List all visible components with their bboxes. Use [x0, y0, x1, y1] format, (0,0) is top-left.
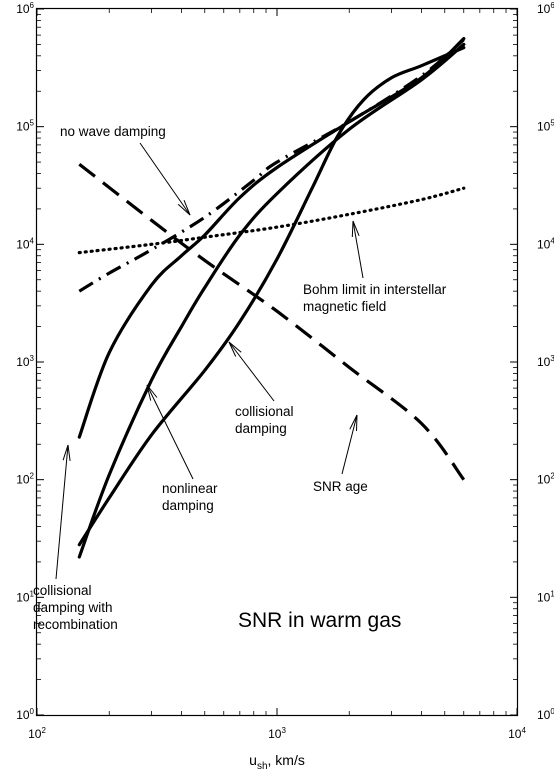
- y-tick-label-right: 103: [537, 354, 554, 369]
- arrowhead-nonlinear-damping: [146, 384, 158, 401]
- annotation-collisional-damping-with-recombination: collisional: [33, 583, 92, 598]
- arrowhead-collisional-damping-with-recombination: [62, 444, 71, 461]
- arrow-collisional-damping: [228, 341, 275, 402]
- annotation-snr-in-warm-gas: SNR in warm gas: [238, 609, 401, 632]
- series-group: [77, 37, 466, 559]
- arrow-no-wave-damping: [139, 142, 191, 216]
- arrowhead-no-wave-damping: [177, 200, 191, 216]
- annotation-collisional-damping-with-recombination: recombination: [33, 617, 118, 632]
- y-tick-label-right: 102: [537, 472, 554, 487]
- annotation-bohm-limit: magnetic field: [303, 299, 386, 314]
- annotation-collisional-damping: damping: [235, 421, 287, 436]
- arrow-snr-age: [341, 414, 358, 475]
- arrowhead-collisional-damping: [228, 341, 242, 357]
- y-tick-label-right: 101: [537, 589, 554, 604]
- x-axis-label: ush, km/s: [249, 752, 305, 772]
- annotation-bohm-limit: Bohm limit in interstellar: [303, 282, 447, 297]
- y-tick-label-left: 100: [16, 707, 34, 722]
- arrowhead-snr-age: [349, 414, 358, 432]
- y-tick-label-left: 105: [16, 119, 34, 134]
- y-tick-label-left: 104: [16, 236, 34, 251]
- series-line-snr-age: [78, 162, 466, 481]
- y-tick-label-right: 105: [537, 119, 554, 134]
- series-line-collisional-damping: [77, 46, 466, 547]
- arrow-collisional-damping-with-recombination: [55, 444, 69, 580]
- x-tick-label: 103: [268, 726, 286, 741]
- y-tick-label-left: 102: [16, 472, 34, 487]
- annotation-no-wave-damping: no wave damping: [60, 124, 166, 139]
- y-tick-label-left: 101: [16, 589, 34, 604]
- ticks: 102 103 104 100 100 101 101 102 102 103 103 104 104 1…: [16, 1, 554, 741]
- y-tick-label-right: 104: [537, 236, 554, 251]
- annotation-nonlinear-damping: damping: [162, 498, 214, 513]
- arrowhead-bohm-limit: [351, 220, 360, 238]
- series-line-bohm-limit: [77, 186, 466, 255]
- series-line-collisional-damping-with-recombination: [77, 37, 466, 439]
- arrows-group: [55, 142, 364, 580]
- plot-frame: [35, 7, 519, 717]
- y-tick-label-left: 106: [16, 1, 34, 16]
- annotation-collisional-damping-with-recombination: damping with: [33, 600, 113, 615]
- x-tick-label: 102: [28, 726, 46, 741]
- arrow-bohm-limit: [352, 220, 364, 279]
- x-tick-label: 104: [508, 726, 526, 741]
- annotation-nonlinear-damping: nonlinear: [162, 481, 218, 496]
- y-tick-label-right: 106: [537, 1, 554, 16]
- annotation-collisional-damping: collisional: [235, 404, 294, 419]
- series-line-nonlinear-damping: [77, 42, 466, 559]
- y-tick-label-left: 103: [16, 354, 34, 369]
- annotation-snr-age: SNR age: [313, 479, 368, 494]
- annotations-group: no wave damping Bohm limit in interstella…: [33, 124, 447, 632]
- series-line-no-wave-damping: [78, 38, 465, 293]
- arrow-nonlinear-damping: [146, 384, 194, 480]
- y-tick-label-right: 100: [537, 707, 554, 722]
